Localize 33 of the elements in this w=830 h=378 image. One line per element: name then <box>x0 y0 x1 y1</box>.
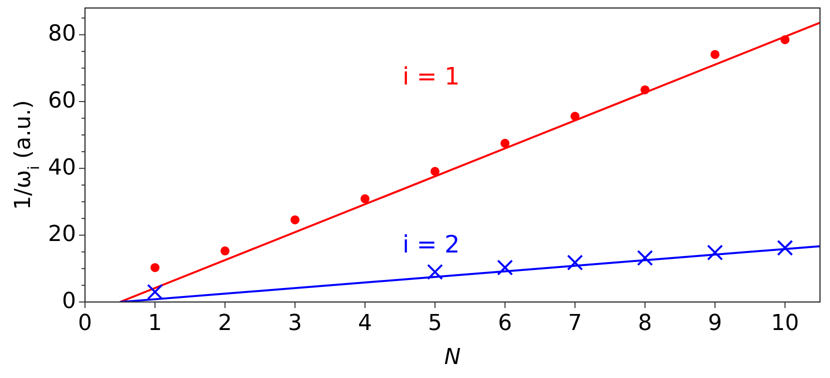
y-tick-label: 80 <box>48 22 76 47</box>
x-tick-label: 7 <box>568 311 582 336</box>
y-tick-label: 60 <box>48 88 76 114</box>
point <box>150 263 160 272</box>
point <box>147 284 163 300</box>
point <box>500 138 510 148</box>
text: i = 1 <box>402 62 460 90</box>
x-tick-label: 10 <box>771 311 799 336</box>
point <box>777 240 793 256</box>
x-tick-label: 8 <box>638 311 652 336</box>
point <box>290 215 300 224</box>
point <box>637 250 653 266</box>
point <box>430 166 440 176</box>
point <box>567 254 583 271</box>
series-label: i = 2 <box>402 230 460 258</box>
x-tick-label: 1 <box>148 311 162 336</box>
x-tick-label: 4 <box>358 311 372 336</box>
x-tick-label: 5 <box>428 311 442 336</box>
x-tick-label: 6 <box>498 311 512 336</box>
y-tick-label: 40 <box>48 155 76 180</box>
point <box>360 194 370 204</box>
point <box>220 246 230 256</box>
y-tick-label: 0 <box>62 289 76 314</box>
x-tick-label: 0 <box>78 311 92 336</box>
x-tick-label: 9 <box>708 311 722 336</box>
point <box>710 50 720 59</box>
y-tick-label: 20 <box>48 222 76 248</box>
point <box>497 260 513 276</box>
x-axis-title: N <box>444 345 461 370</box>
point <box>707 244 723 261</box>
point <box>427 264 443 280</box>
x-tick-label: 2 <box>218 311 232 336</box>
x-tick-label: 3 <box>288 311 302 336</box>
